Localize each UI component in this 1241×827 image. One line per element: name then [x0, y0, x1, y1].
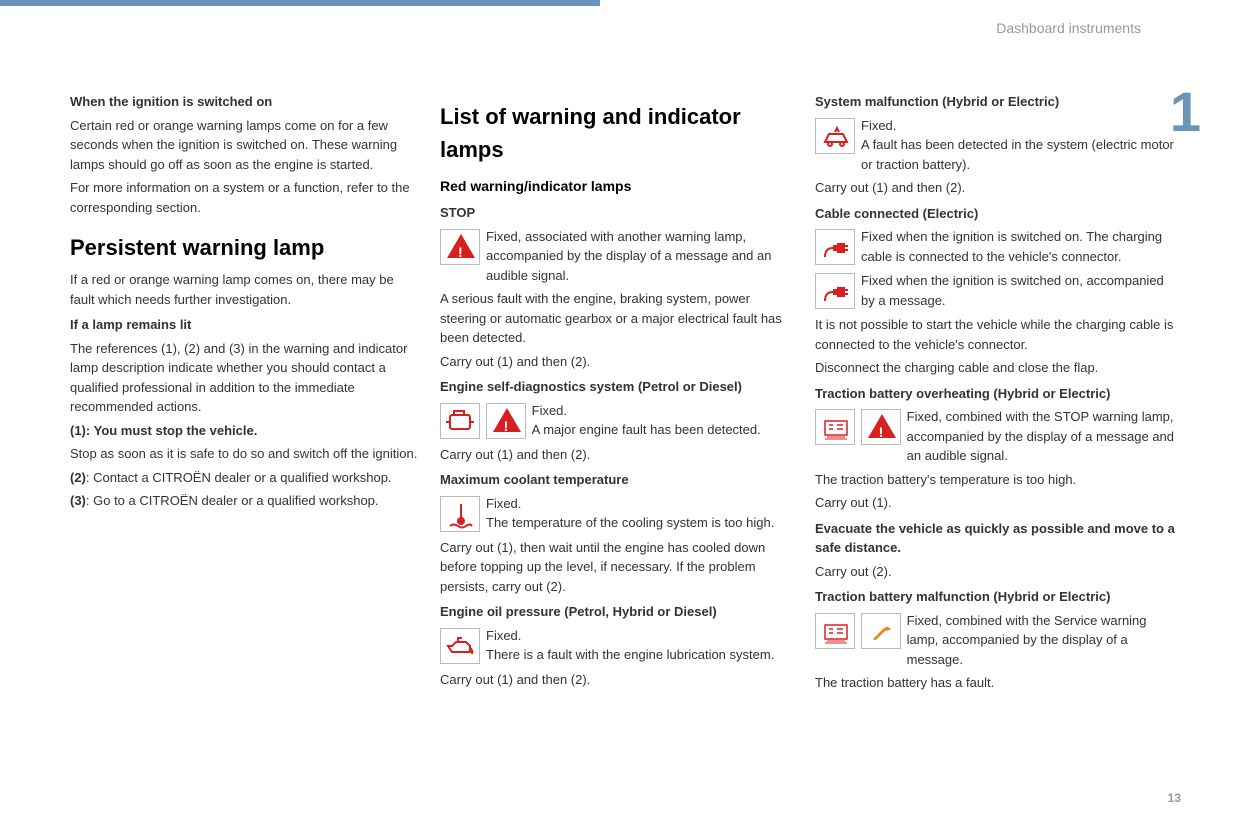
service-wrench-icon — [861, 613, 901, 649]
stop-text-3: Carry out (1) and then (2). — [440, 352, 795, 372]
heading-stop: STOP — [440, 203, 795, 223]
oil-text-2: There is a fault with the engine lubrica… — [486, 647, 774, 662]
battery-overheat-icon — [815, 409, 855, 445]
column-2: List of warning and indicator lamps Red … — [440, 86, 795, 697]
text-references: The references (1), (2) and (3) in the w… — [70, 339, 420, 417]
page-number: 13 — [1168, 789, 1181, 807]
oil-text-1: Fixed. — [486, 628, 521, 643]
text-ref1-detail: Stop as soon as it is safe to do so and … — [70, 444, 420, 464]
cable-connected-icon — [815, 229, 855, 265]
sysmal-text-3: Carry out (1) and then (2). — [815, 178, 1175, 198]
ref1-prefix: (1): — [70, 423, 94, 438]
heading-batmal: Traction battery malfunction (Hybrid or … — [815, 587, 1175, 607]
engine-text-1: Fixed. — [532, 403, 567, 418]
oil-text-3: Carry out (1) and then (2). — [440, 670, 795, 690]
sysmal-text-1: Fixed. — [861, 118, 896, 133]
entry-cable-2: Fixed when the ignition is switched on, … — [815, 271, 1175, 311]
overheat-text-2: The traction battery's temperature is to… — [815, 470, 1175, 490]
oil-pressure-icon — [440, 628, 480, 664]
overheat-text-1: Fixed, combined with the STOP warning la… — [907, 409, 1174, 463]
text-ref1: (1): You must stop the vehicle. — [70, 421, 420, 441]
entry-cable-1: Fixed when the ignition is switched on. … — [815, 227, 1175, 267]
heading-persistent: Persistent warning lamp — [70, 231, 420, 264]
entry-stop: Fixed, associated with another warning l… — [440, 227, 795, 286]
cable-text-2: Fixed when the ignition is switched on, … — [861, 273, 1164, 308]
heading-overheat: Traction battery overheating (Hybrid or … — [815, 384, 1175, 404]
engine-text-3: Carry out (1) and then (2). — [440, 445, 795, 465]
heading-sysmal: System malfunction (Hybrid or Electric) — [815, 92, 1175, 112]
system-malfunction-icon — [815, 118, 855, 154]
heading-engine: Engine self-diagnostics system (Petrol o… — [440, 377, 795, 397]
overheat-text-5: Carry out (2). — [815, 562, 1175, 582]
overheat-text-4: Evacuate the vehicle as quickly as possi… — [815, 519, 1175, 558]
batmal-text-1: Fixed, combined with the Service warning… — [907, 613, 1147, 667]
batmal-text-2: The traction battery has a fault. — [815, 673, 1175, 693]
cable-connected-icon-2 — [815, 273, 855, 309]
coolant-temp-icon — [440, 496, 480, 532]
coolant-text-1: Fixed. — [486, 496, 521, 511]
text-ignition-1: Certain red or orange warning lamps come… — [70, 116, 420, 175]
entry-coolant: Fixed. The temperature of the cooling sy… — [440, 494, 795, 534]
heading-red-lamps: Red warning/indicator lamps — [440, 176, 795, 197]
ref1-bold: You must stop the vehicle. — [94, 423, 258, 438]
coolant-text-2: The temperature of the cooling system is… — [486, 515, 774, 530]
column-1: When the ignition is switched on Certain… — [70, 86, 420, 697]
sysmal-text-2: A fault has been detected in the system … — [861, 137, 1174, 172]
cable-text-4: Disconnect the charging cable and close … — [815, 358, 1175, 378]
entry-sysmal: Fixed. A fault has been detected in the … — [815, 116, 1175, 175]
engine-warning-icon — [486, 403, 526, 439]
page-content: When the ignition is switched on Certain… — [0, 6, 1241, 737]
engine-text-2: A major engine fault has been detected. — [532, 422, 761, 437]
text-persistent: If a red or orange warning lamp comes on… — [70, 270, 420, 309]
text-ref3: (3): Go to a CITROËN dealer or a qualifi… — [70, 491, 420, 511]
column-3: System malfunction (Hybrid or Electric) … — [815, 86, 1175, 697]
section-header: Dashboard instruments — [996, 18, 1141, 39]
heading-coolant: Maximum coolant temperature — [440, 470, 795, 490]
coolant-text-3: Carry out (1), then wait until the engin… — [440, 538, 795, 597]
heading-list: List of warning and indicator lamps — [440, 100, 795, 166]
chapter-number: 1 — [1170, 70, 1201, 154]
entry-oil: Fixed. There is a fault with the engine … — [440, 626, 795, 666]
text-ignition-2: For more information on a system or a fu… — [70, 178, 420, 217]
overheat-text-3: Carry out (1). — [815, 493, 1175, 513]
stop-warning-icon — [440, 229, 480, 265]
heading-remains: If a lamp remains lit — [70, 315, 420, 335]
stop-text-2: A serious fault with the engine, braking… — [440, 289, 795, 348]
cable-text-3: It is not possible to start the vehicle … — [815, 315, 1175, 354]
entry-overheat: Fixed, combined with the STOP warning la… — [815, 407, 1175, 466]
stop-text-1: Fixed, associated with another warning l… — [486, 229, 771, 283]
text-ref2: (2): Contact a CITROËN dealer or a quali… — [70, 468, 420, 488]
heading-oil: Engine oil pressure (Petrol, Hybrid or D… — [440, 602, 795, 622]
heading-cable: Cable connected (Electric) — [815, 204, 1175, 224]
cable-text-1: Fixed when the ignition is switched on. … — [861, 229, 1162, 264]
heading-ignition: When the ignition is switched on — [70, 92, 420, 112]
engine-icon — [440, 403, 480, 439]
entry-batmal: Fixed, combined with the Service warning… — [815, 611, 1175, 670]
battery-malfunction-icon — [815, 613, 855, 649]
overheat-warning-icon — [861, 409, 901, 445]
entry-engine: Fixed. A major engine fault has been det… — [440, 401, 795, 441]
